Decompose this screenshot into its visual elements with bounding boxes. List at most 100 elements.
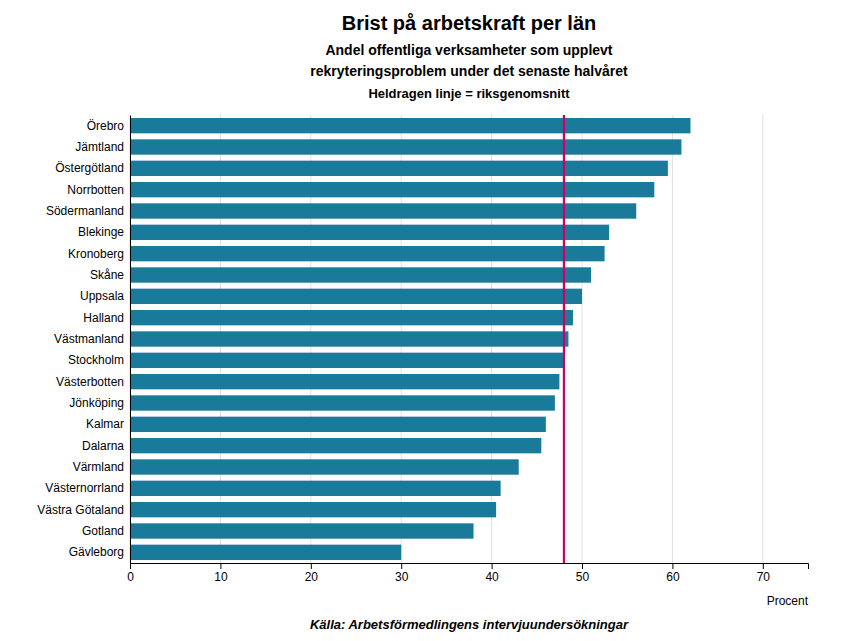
y-tick: Gävleborg xyxy=(69,545,130,559)
x-tick: 40 xyxy=(485,563,499,584)
title: Brist på arbetskraft per län xyxy=(342,12,597,34)
y-tick-label: Halland xyxy=(83,311,124,325)
x-tick-label: 20 xyxy=(305,570,319,584)
y-tick-label: Jönköping xyxy=(69,396,124,410)
marks xyxy=(130,115,690,563)
x-tick-label: 60 xyxy=(666,570,680,584)
x-tick-mark xyxy=(130,563,131,569)
y-tick-label: Uppsala xyxy=(80,289,124,303)
y-tick: Gotland xyxy=(82,524,130,538)
bar xyxy=(130,545,401,560)
grid-line xyxy=(762,115,763,563)
x-tick: 20 xyxy=(305,563,319,584)
bar xyxy=(130,139,681,154)
x-tick: 30 xyxy=(395,563,409,584)
bar xyxy=(130,374,559,389)
y-tick: Värmland xyxy=(73,460,130,474)
y-tick-label: Värmland xyxy=(73,460,124,474)
y-tick-label: Dalarna xyxy=(82,439,124,453)
y-tick: Halland xyxy=(83,311,130,325)
x-tick-label: 50 xyxy=(576,570,590,584)
reference-line xyxy=(563,115,565,563)
y-tick-label: Västra Götaland xyxy=(37,503,124,517)
y-axis-line xyxy=(130,116,131,564)
y-tick-label: Stockholm xyxy=(68,353,124,367)
subtitle: Heldragen linje = riksgenomsnitt xyxy=(368,86,570,101)
y-tick-label: Västernorrland xyxy=(45,481,124,495)
x-tick-label: 70 xyxy=(757,570,771,584)
y-tick-label: Norrbotten xyxy=(67,183,124,197)
source: Källa: Arbetsförmedlingens intervjuunder… xyxy=(310,617,629,632)
bar xyxy=(130,267,591,282)
y-tick-label: Kalmar xyxy=(86,417,124,431)
x-tick: 60 xyxy=(666,563,680,584)
y-tick-label: Örebro xyxy=(87,119,125,133)
subtitle: Andel offentliga verksamheter som upplev… xyxy=(325,42,612,58)
y-tick: Västernorrland xyxy=(45,481,130,495)
bar xyxy=(130,225,609,240)
grid-line xyxy=(672,115,673,563)
y-tick: Norrbotten xyxy=(67,183,130,197)
y-tick: Västerbotten xyxy=(56,375,130,389)
y-tick-label: Gävleborg xyxy=(69,545,124,559)
bar xyxy=(130,118,690,133)
x-tick-label: 0 xyxy=(127,570,134,584)
bar xyxy=(130,417,546,432)
y-tick-label: Blekinge xyxy=(78,225,124,239)
bar xyxy=(130,523,474,538)
y-tick: Västmanland xyxy=(54,332,130,346)
x-tick-label: 30 xyxy=(395,570,409,584)
x-axis-label: Procent xyxy=(767,594,809,608)
x-tick-mark xyxy=(311,563,312,569)
subtitle: rekryteringsproblem under det senaste ha… xyxy=(310,63,628,79)
x-tick-mark xyxy=(763,563,764,569)
y-tick: Södermanland xyxy=(46,204,130,218)
y-tick: Uppsala xyxy=(80,289,130,303)
bar xyxy=(130,310,573,325)
y-tick: Västra Götaland xyxy=(37,503,130,517)
bar xyxy=(130,161,668,176)
grid xyxy=(130,115,763,563)
x-tick-label: 10 xyxy=(214,570,228,584)
x-tick: 50 xyxy=(576,563,590,584)
y-tick: Stockholm xyxy=(68,353,130,367)
bar xyxy=(130,331,568,346)
y-tick-label: Västerbotten xyxy=(56,375,124,389)
y-tick: Kalmar xyxy=(86,417,130,431)
bar xyxy=(130,438,541,453)
x-tick: 70 xyxy=(757,563,771,584)
x-axis: 0 10 20 30 40 50 60 70 xyxy=(127,563,808,584)
bar xyxy=(130,203,636,218)
x-tick: 0 xyxy=(127,563,134,584)
bar xyxy=(130,289,582,304)
bar xyxy=(130,353,564,368)
bar xyxy=(130,502,496,517)
y-tick-label: Västmanland xyxy=(54,332,124,346)
x-tick: 10 xyxy=(214,563,228,584)
chart: 0 10 20 30 40 50 60 70 Örebro Jämtland Östergötlan… xyxy=(0,0,858,641)
x-tick-mark xyxy=(492,563,493,569)
y-tick-label: Östergötland xyxy=(55,161,124,175)
y-axis: Örebro Jämtland Östergötland Norrbotten Söde… xyxy=(37,116,130,564)
bar xyxy=(130,395,555,410)
x-tick-mark xyxy=(582,563,583,569)
y-tick-label: Gotland xyxy=(82,524,124,538)
y-tick-label: Södermanland xyxy=(46,204,124,218)
x-tick-mark xyxy=(401,563,402,569)
bar xyxy=(130,246,605,261)
bar xyxy=(130,182,654,197)
y-tick: Jönköping xyxy=(69,396,130,410)
y-tick: Dalarna xyxy=(82,439,130,453)
y-tick-label: Skåne xyxy=(90,268,124,282)
grid-line xyxy=(130,115,131,563)
y-tick: Östergötland xyxy=(55,161,130,175)
y-tick-label: Jämtland xyxy=(75,140,124,154)
bar xyxy=(130,481,501,496)
y-tick: Skåne xyxy=(90,268,130,282)
x-tick-mark xyxy=(220,563,221,569)
y-tick: Jämtland xyxy=(75,140,130,154)
y-tick: Kronoberg xyxy=(68,247,130,261)
x-tick-mark xyxy=(672,563,673,569)
bar xyxy=(130,459,519,474)
y-tick-label: Kronoberg xyxy=(68,247,124,261)
